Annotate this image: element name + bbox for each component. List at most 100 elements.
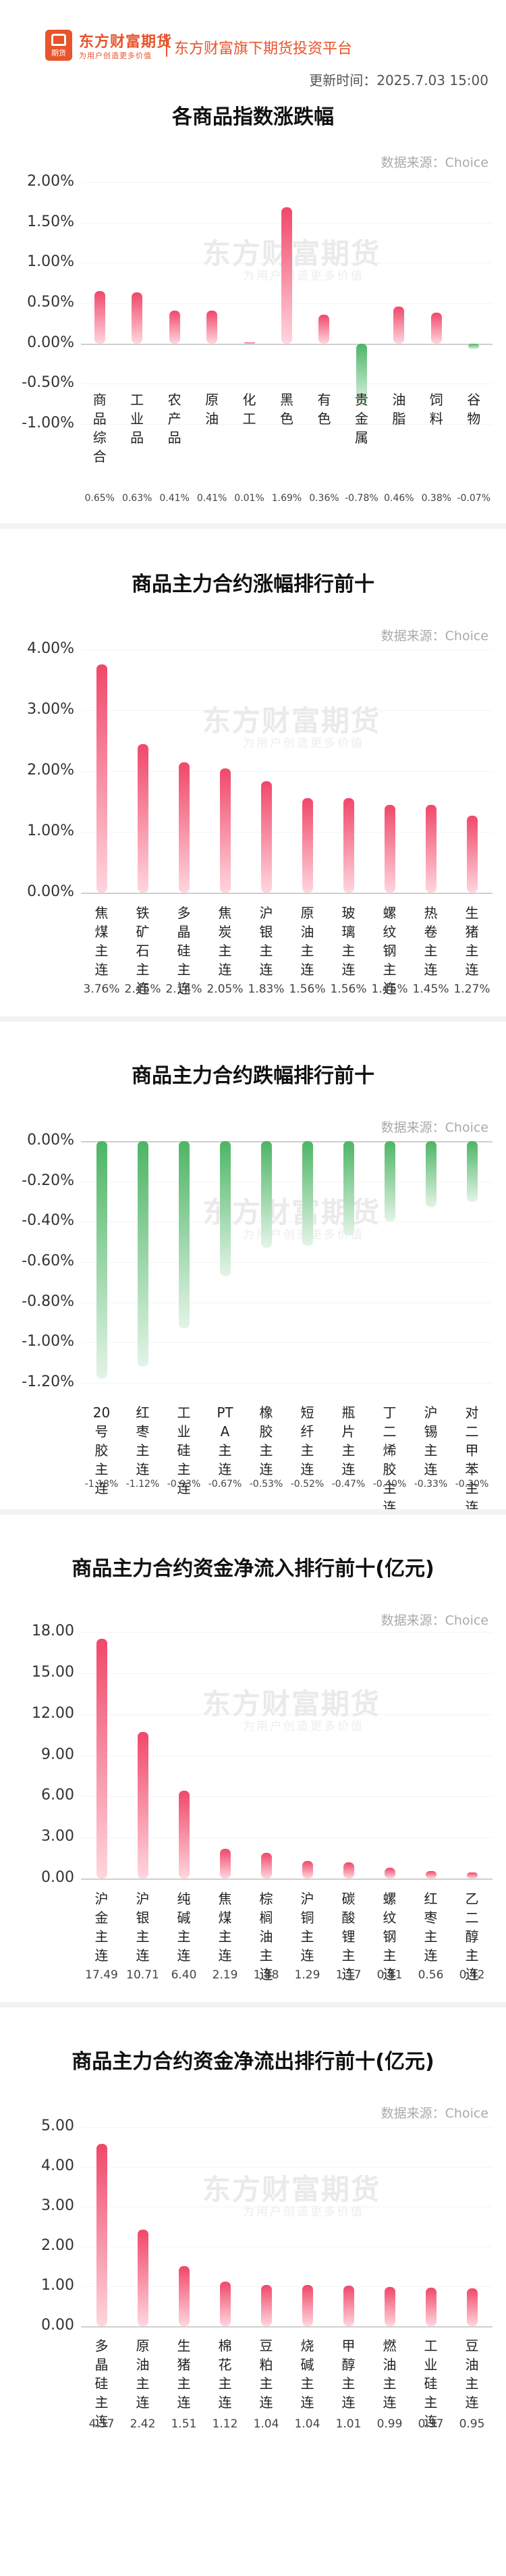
y-tick-label: 0.00 xyxy=(41,2317,74,2334)
bar xyxy=(137,2230,148,2326)
value-label: 0.01% xyxy=(234,493,264,504)
bar xyxy=(219,1141,231,1276)
bar xyxy=(96,1141,107,1379)
bar xyxy=(425,1141,437,1208)
gridline xyxy=(81,1221,493,1223)
category-label: 贵金属 xyxy=(354,392,368,446)
value-label: 4.57 xyxy=(88,2417,115,2431)
value-label: 0.36% xyxy=(309,493,339,504)
category-label: 碳酸锂主连 xyxy=(341,1891,356,1982)
bar xyxy=(260,1141,272,1248)
bar xyxy=(96,2144,107,2326)
gridline xyxy=(81,1383,493,1384)
y-tick-label: 5.00 xyxy=(41,2118,74,2134)
category-label: 螺纹钢主连 xyxy=(383,905,397,997)
watermark-slogan: 为用户创造更多价值 xyxy=(243,2205,364,2219)
category-label: 饲料 xyxy=(429,392,443,427)
value-label: -0.47% xyxy=(331,1479,366,1490)
y-tick-label: 18.00 xyxy=(32,1623,74,1639)
y-tick-label: 3.00 xyxy=(41,1828,74,1845)
category-label: 豆油主连 xyxy=(465,2338,479,2411)
value-label: 1.04 xyxy=(253,2417,279,2431)
section-separator xyxy=(0,2002,506,2007)
bar xyxy=(343,2286,354,2326)
value-label: 0.81 xyxy=(376,1968,403,1982)
value-label: 1.88 xyxy=(253,1968,279,1982)
data-source: 数据来源：Choice xyxy=(381,1120,488,1135)
y-tick-label: 0.50% xyxy=(27,294,74,311)
category-label: 化工 xyxy=(242,392,256,427)
bar xyxy=(137,1731,148,1878)
category-label: 沪银主连 xyxy=(259,905,273,978)
gridline xyxy=(81,424,493,425)
value-label: 1.51 xyxy=(171,2417,197,2431)
category-label: 原油主连 xyxy=(136,2338,150,2411)
bar xyxy=(178,1141,190,1329)
y-tick-label: 1.50% xyxy=(27,213,74,230)
value-label: 1.12 xyxy=(212,2417,238,2431)
category-label: 橡胶主连 xyxy=(259,1404,273,1477)
value-label: 3.76% xyxy=(83,982,120,996)
value-label: 17.49 xyxy=(85,1968,118,1982)
category-label: 瓶片主连 xyxy=(341,1404,356,1477)
value-label: 0.99 xyxy=(376,2417,403,2431)
category-label: 工业品 xyxy=(130,392,144,446)
category-label: 多晶硅主连 xyxy=(94,2338,109,2429)
data-source: 数据来源：Choice xyxy=(381,629,488,643)
bar xyxy=(302,1141,313,1246)
category-label: 生猪主连 xyxy=(465,905,479,978)
category-label: 螺纹钢主连 xyxy=(383,1891,397,1982)
y-tick-label: 2.00 xyxy=(41,2237,74,2254)
value-label: 1.56% xyxy=(289,982,326,996)
gridline xyxy=(81,1342,493,1344)
bar xyxy=(260,781,272,893)
bar xyxy=(384,804,395,893)
page-header: 期货 东方财富期货 为用户创造更多价值 东方财富旗下期货投资平台 更新时间：20… xyxy=(0,0,506,88)
value-label: 0.38% xyxy=(421,493,452,504)
y-tick-label: -0.20% xyxy=(22,1172,74,1189)
bar xyxy=(393,306,405,344)
y-tick-label: 0.00% xyxy=(27,1132,74,1149)
bar xyxy=(302,797,313,893)
category-label: 原油 xyxy=(205,392,219,427)
category-label: 沪银主连 xyxy=(136,1891,150,1964)
value-label: -0.52% xyxy=(290,1479,325,1490)
bar xyxy=(384,1867,395,1878)
category-label: 燃油主连 xyxy=(383,2338,397,2411)
zero-axis xyxy=(81,1141,493,1142)
category-label: 工业硅主连 xyxy=(424,2338,438,2429)
gridline xyxy=(81,832,493,833)
y-tick-label: -0.40% xyxy=(22,1212,74,1230)
bar xyxy=(384,1141,395,1222)
gridline xyxy=(81,1262,493,1263)
bar xyxy=(466,1872,478,1878)
platform-title: 东方财富旗下期货投资平台 xyxy=(174,41,353,57)
chart-title: 商品主力合约资金净流出排行前十(亿元) xyxy=(72,2050,434,2074)
bar xyxy=(260,1852,272,1878)
bar xyxy=(302,1860,313,1878)
bar xyxy=(219,1848,231,1878)
value-label: 1.27% xyxy=(453,982,490,996)
zero-axis xyxy=(81,893,493,894)
bar xyxy=(343,1862,354,1878)
bar xyxy=(96,664,107,893)
category-label: 工业硅主连 xyxy=(177,1404,191,1496)
category-label: 沪锡主连 xyxy=(424,1404,438,1477)
bar xyxy=(468,343,480,349)
value-label: 1.45% xyxy=(412,982,449,996)
value-label: -0.33% xyxy=(414,1479,448,1490)
category-label: 烧碱主连 xyxy=(300,2338,314,2411)
brand-slogan: 为用户创造更多价值 xyxy=(79,51,152,60)
bar xyxy=(318,314,330,344)
category-label: 焦煤主连 xyxy=(94,905,109,978)
category-label: 玻璃主连 xyxy=(341,905,356,978)
gridline xyxy=(81,1796,493,1797)
value-label: 0.97 xyxy=(418,2417,444,2431)
gridline xyxy=(81,771,493,772)
category-label: 焦炭主连 xyxy=(218,905,232,978)
y-tick-label: -0.80% xyxy=(22,1292,74,1310)
bar xyxy=(178,1791,190,1878)
value-label: -0.53% xyxy=(249,1479,283,1490)
watermark-logo: 东方财富期货 xyxy=(202,2173,381,2206)
chart-title: 各商品指数涨跌幅 xyxy=(172,105,334,129)
